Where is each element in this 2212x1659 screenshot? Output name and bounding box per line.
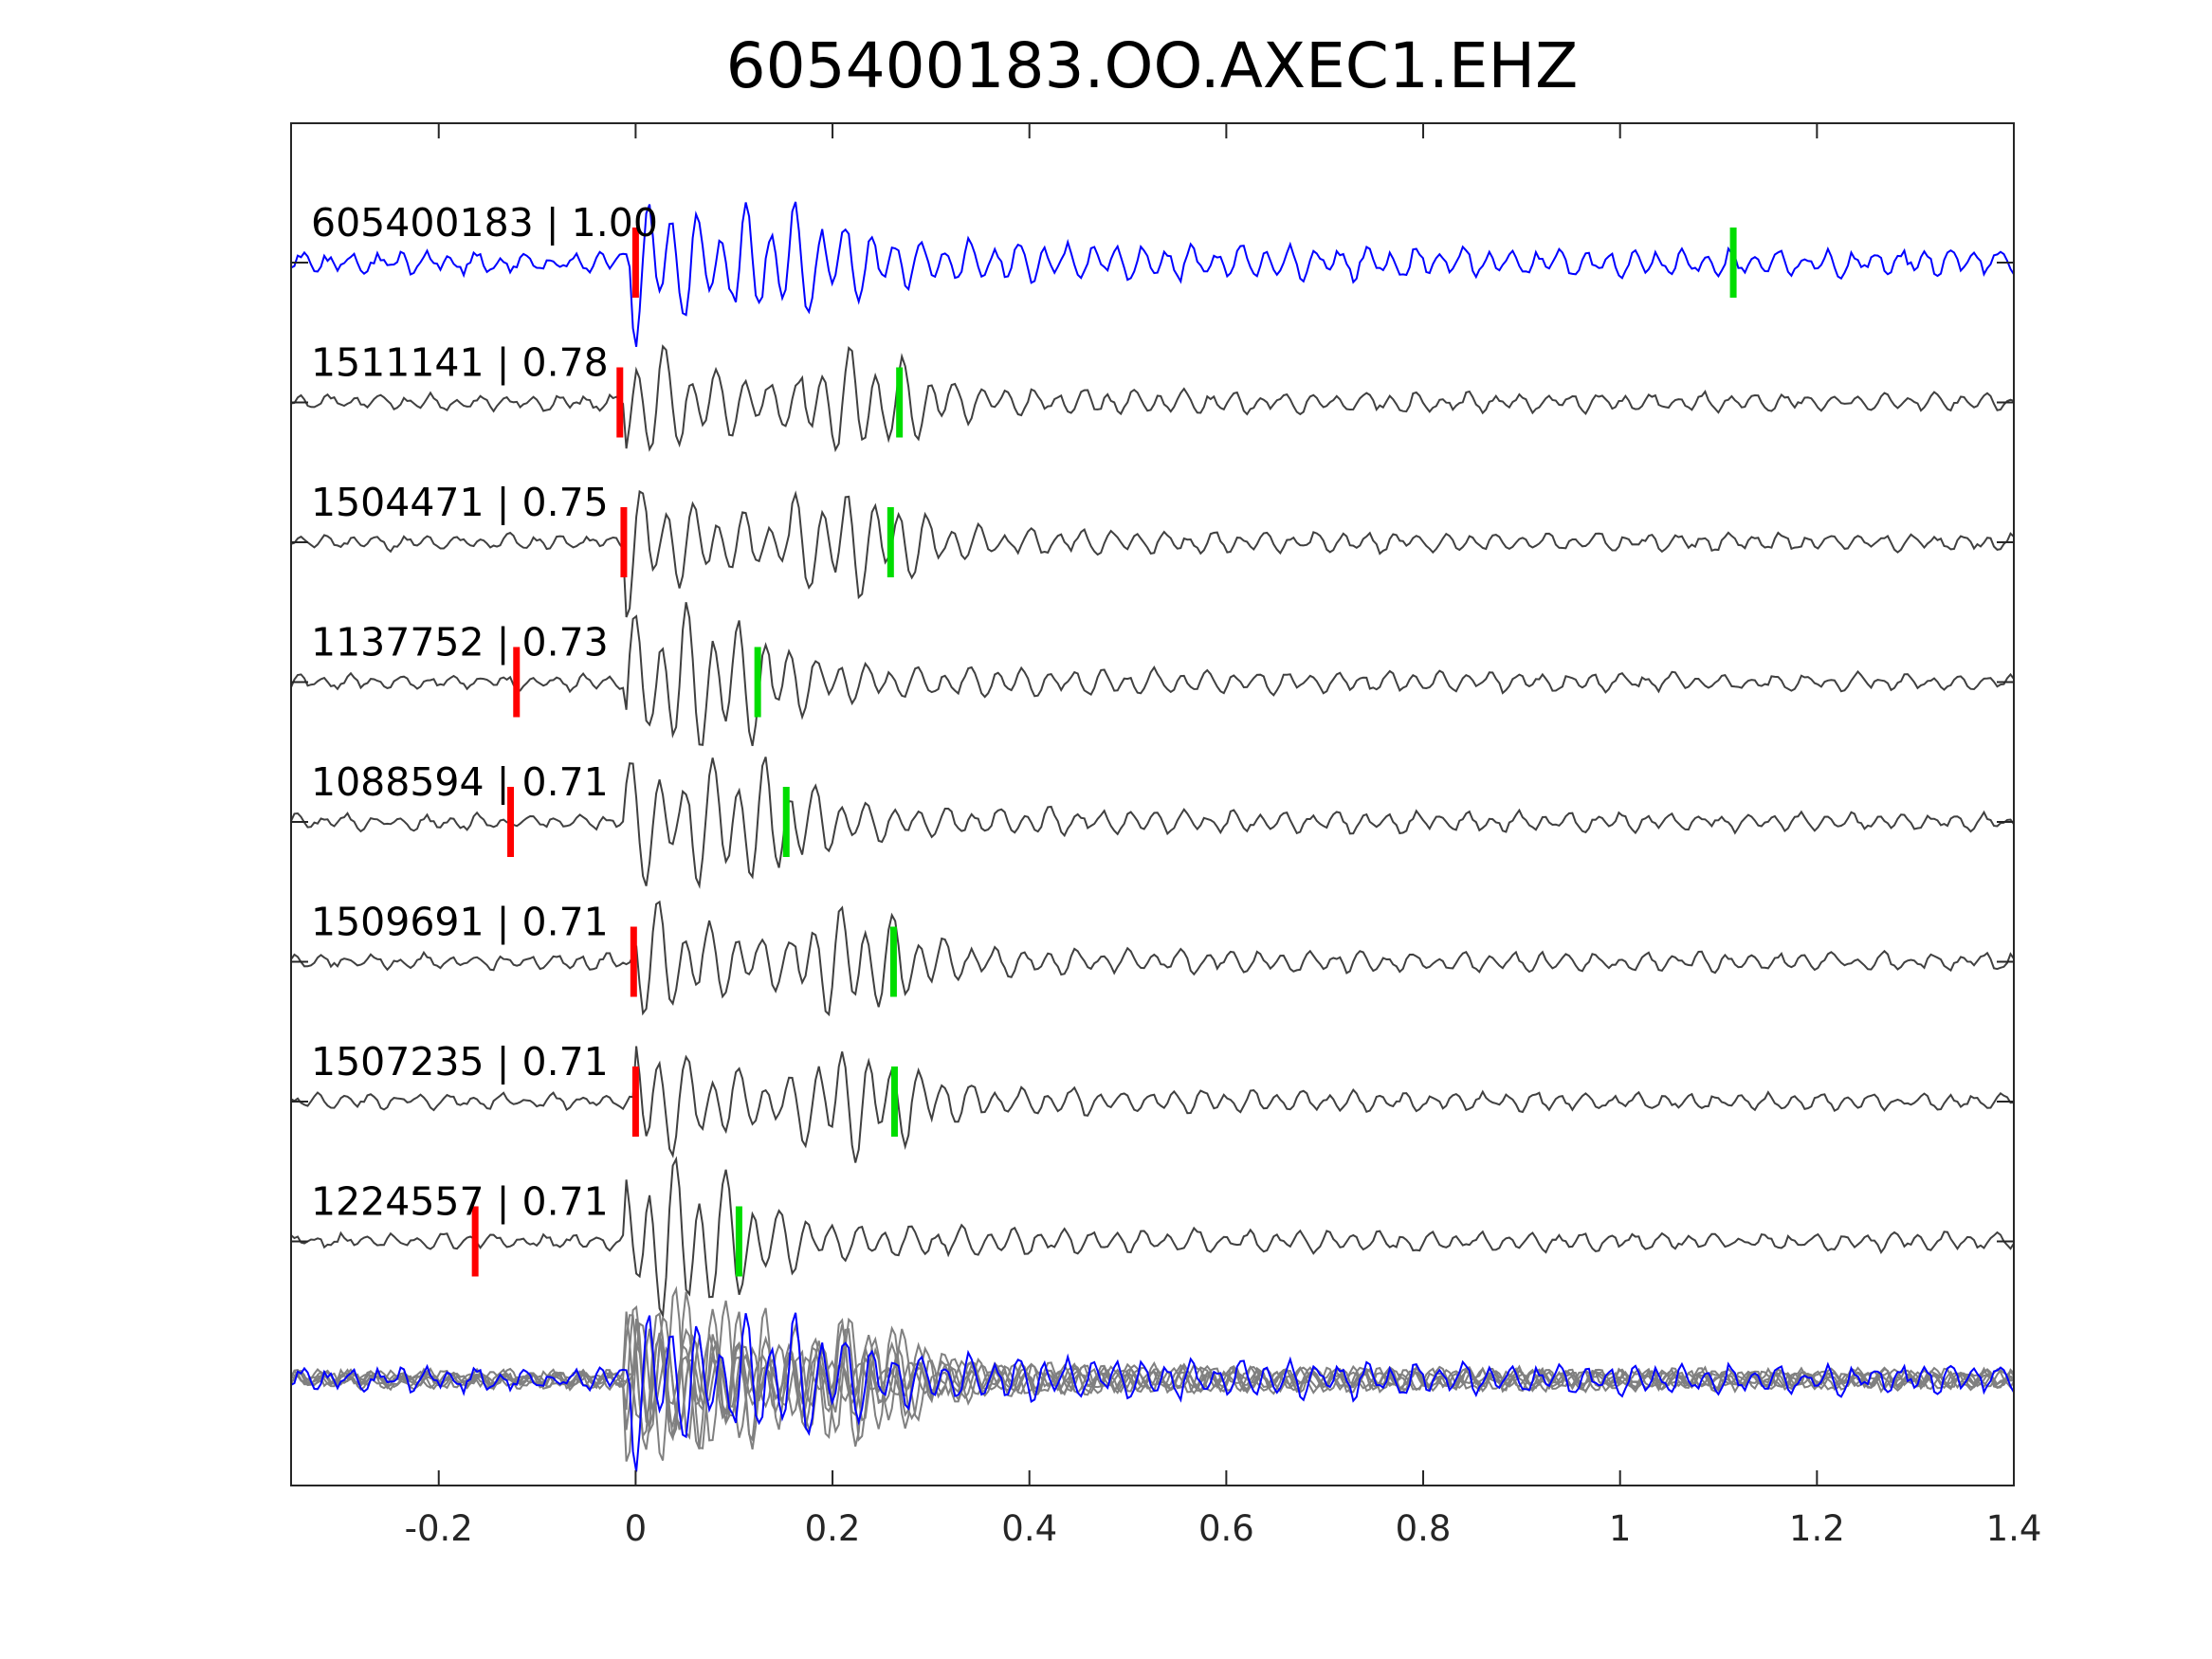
trace-label: 1509691 | 0.71 [311, 900, 609, 945]
trace-waveform [290, 1156, 2015, 1320]
x-tick-label: 0 [625, 1508, 648, 1549]
x-axis: -0.2 0 0.2 0.4 0.6 0.8 1 1.2 1.4 [405, 123, 2042, 1549]
trace-waveform [290, 1046, 2015, 1163]
trace-waveform [290, 489, 2015, 618]
trace-label: 1504471 | 0.75 [311, 480, 609, 525]
trace-label: 1511141 | 0.78 [311, 340, 609, 386]
stack-panel [290, 1285, 2015, 1472]
x-tick-label: 0.2 [805, 1508, 861, 1549]
trace-label: 1088594 | 0.71 [311, 759, 609, 805]
chart-title: 605400183.OO.AXEC1.EHZ [726, 29, 1579, 102]
trace-waveform [290, 757, 2015, 889]
picks-layer [471, 228, 1737, 1277]
trace-waveform [290, 900, 2015, 1017]
trace-waveform [290, 602, 2015, 747]
trace-waveform [290, 344, 2015, 453]
axes-box [290, 122, 2015, 1486]
x-tick-label: 1.2 [1789, 1508, 1845, 1549]
traces-layer [290, 201, 2015, 1320]
x-tick-label: 1.4 [1986, 1508, 2042, 1549]
stack-trace [290, 1285, 2015, 1461]
x-tick-label: 0.8 [1396, 1508, 1452, 1549]
x-tick-label: -0.2 [405, 1508, 473, 1549]
x-tick-label: 0.4 [1001, 1508, 1057, 1549]
stack-template-trace [290, 1312, 2015, 1472]
trace-label: 1224557 | 0.71 [311, 1179, 609, 1225]
trace-label: 1137752 | 0.73 [311, 620, 609, 665]
trace-labels: 605400183 | 1.00 1511141 | 0.78 1504471 | … [311, 200, 658, 1225]
x-tick-label: 0.6 [1198, 1508, 1254, 1549]
trace-label: 1507235 | 0.71 [311, 1039, 609, 1085]
trace-label: 605400183 | 1.00 [311, 200, 658, 246]
x-tick-label: 1 [1609, 1508, 1632, 1549]
trace-waveform [290, 201, 2015, 347]
